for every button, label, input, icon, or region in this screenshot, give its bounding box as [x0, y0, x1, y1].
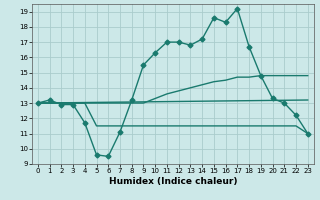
- X-axis label: Humidex (Indice chaleur): Humidex (Indice chaleur): [108, 177, 237, 186]
